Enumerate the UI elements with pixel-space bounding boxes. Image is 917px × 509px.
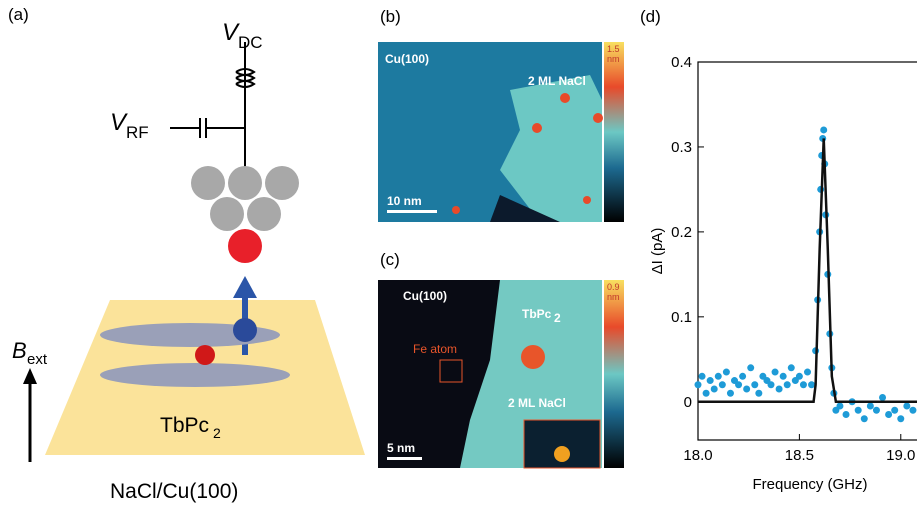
scale-bar (387, 210, 437, 213)
y-tick-label: 0.1 (671, 309, 692, 326)
inset-molecule (554, 446, 570, 462)
data-point (873, 407, 880, 414)
y-tick-label: 0.2 (671, 224, 692, 241)
data-point (772, 369, 779, 376)
y-tick-label: 0.4 (671, 54, 692, 71)
x-tick-label: 18.0 (683, 447, 712, 464)
panel-label: (b) (380, 7, 401, 26)
label: TbPc (522, 307, 552, 321)
data-point (739, 373, 746, 380)
data-point (743, 386, 750, 393)
data-point (776, 386, 783, 393)
panel-label: (d) (640, 7, 661, 26)
colorbar (604, 280, 624, 468)
data-point (711, 386, 718, 393)
data-point (855, 407, 862, 414)
data-point (699, 373, 706, 380)
label: 2 (554, 311, 561, 325)
data-point (715, 373, 722, 380)
data-point (707, 377, 714, 384)
data-point (735, 381, 742, 388)
data-point (843, 411, 850, 418)
data-point (804, 369, 811, 376)
data-point (861, 415, 868, 422)
label: RF (126, 123, 149, 142)
tb-ion (195, 345, 215, 365)
molecule (521, 345, 545, 369)
data-point (885, 411, 892, 418)
y-tick-label: 0.3 (671, 139, 692, 156)
data-point (903, 403, 910, 410)
panel-label: (a) (8, 5, 29, 24)
figure: (a) V DC V RF B ext TbPc 2 NaCl/Cu(100) … (0, 0, 917, 504)
y-tick-label: 0 (684, 394, 692, 411)
data-point (867, 403, 874, 410)
data-point (703, 390, 710, 397)
field-arrow (23, 368, 37, 384)
label: Fe atom (413, 342, 457, 356)
label: Cu(100) (403, 289, 447, 303)
colorbar-label: nm (607, 54, 620, 64)
label: B (12, 338, 27, 363)
x-tick-label: 19.0 (886, 447, 915, 464)
data-point (784, 381, 791, 388)
data-point (808, 381, 815, 388)
spin (233, 318, 257, 342)
data-point (755, 390, 762, 397)
fit-line (698, 138, 917, 401)
plot-frame (698, 62, 917, 440)
colorbar-label: nm (607, 292, 620, 302)
data-point (909, 407, 916, 414)
data-point (747, 364, 754, 371)
spin-arrow (233, 276, 257, 298)
scale-bar-label: 5 nm (387, 441, 415, 455)
data-point (751, 381, 758, 388)
y-axis-label: ΔI (pA) (649, 228, 666, 275)
colorbar (604, 42, 624, 222)
colorbar-label: 1.5 (607, 44, 620, 54)
data-point (796, 373, 803, 380)
data-point (768, 381, 775, 388)
data-point (897, 415, 904, 422)
colorbar-label: 0.9 (607, 282, 620, 292)
data-point (836, 403, 843, 410)
tip (191, 166, 299, 231)
label: 2 ML NaCl (528, 74, 586, 88)
data-point (695, 381, 702, 388)
data-point (780, 373, 787, 380)
data-point (891, 407, 898, 414)
x-axis-label: Frequency (GHz) (752, 476, 867, 493)
data-point (727, 390, 734, 397)
data-point (719, 381, 726, 388)
label: ext (27, 351, 48, 368)
label: 2 ML NaCl (508, 396, 566, 410)
scale-bar (387, 457, 422, 460)
data-point (800, 381, 807, 388)
tip-apex (228, 229, 262, 263)
label: TbPc (160, 414, 209, 437)
x-tick-label: 18.5 (785, 447, 814, 464)
label: 2 (213, 425, 221, 441)
label: NaCl/Cu(100) (110, 480, 238, 503)
panel-label: (c) (380, 250, 400, 269)
data-point (788, 364, 795, 371)
scale-bar-label: 10 nm (387, 194, 422, 208)
label: Cu(100) (385, 52, 429, 66)
data-point (723, 369, 730, 376)
label: DC (238, 33, 263, 52)
data-point (820, 126, 827, 133)
data-point (879, 394, 886, 401)
page: (a) V DC V RF B ext TbPc 2 NaCl/Cu(100) … (0, 0, 917, 504)
